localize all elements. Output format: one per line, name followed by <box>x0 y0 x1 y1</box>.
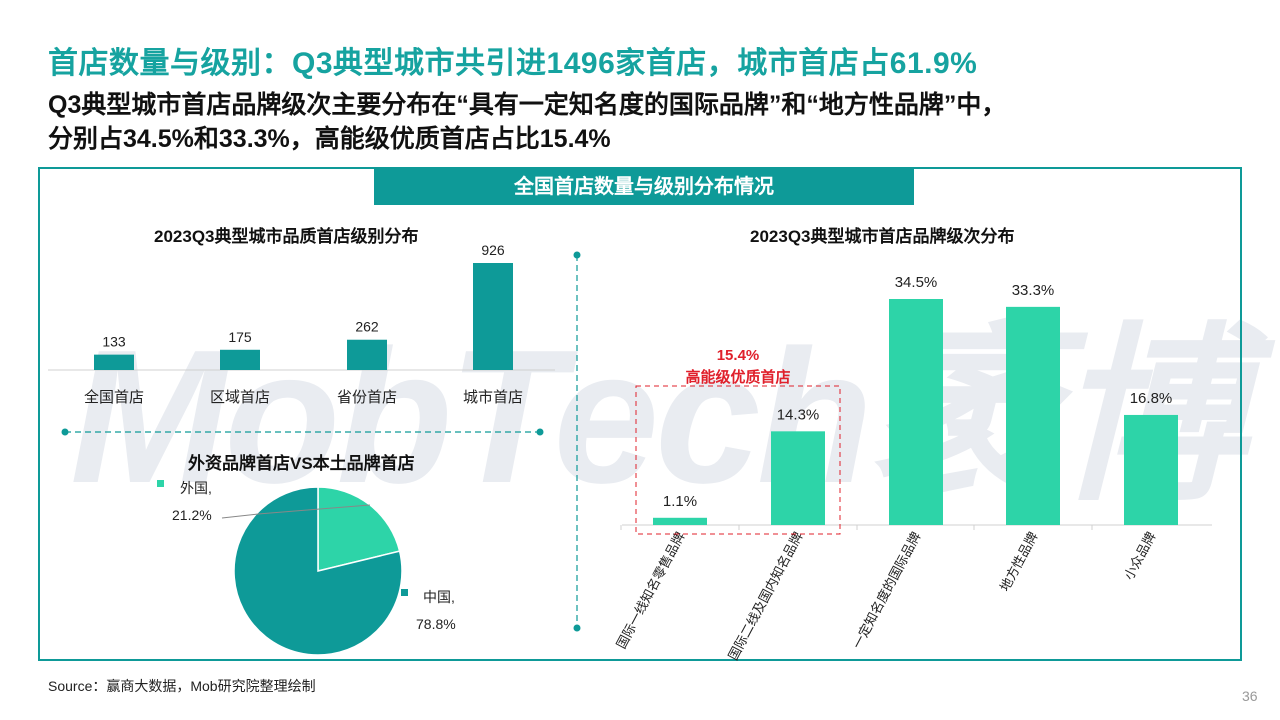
annotation-text: 高能级优质首店 <box>685 368 790 386</box>
annotation-box <box>635 385 841 535</box>
chart3-bar <box>653 517 707 525</box>
chart1-category-label: 城市首店 <box>463 389 523 406</box>
pie-label: 外国, <box>180 480 212 496</box>
subtitle-line-1: Q3典型城市首店品牌级次主要分布在“具有一定知名度的国际品牌”和“地方性品牌”中… <box>48 91 1007 119</box>
pie-leader-line <box>221 504 370 519</box>
chart3-data-label: 33.3% <box>1012 282 1055 299</box>
chart1-bar <box>473 263 513 370</box>
chart3-data-label: 14.3% <box>777 406 820 423</box>
subtitle-line-2: 分别占34.5%和33.3%，高能级优质首店占比15.4% <box>48 125 611 153</box>
pie-legend-swatch <box>401 589 408 596</box>
chart3-bar <box>1006 306 1060 525</box>
pie-slice <box>233 486 403 656</box>
pie-value-label: 21.2% <box>172 507 212 523</box>
chart3-title: 2023Q3典型城市首店品牌级次分布 <box>750 227 1015 246</box>
chart3-bar <box>889 299 943 525</box>
chart1-data-label: 133 <box>102 334 126 350</box>
chart1-bar <box>94 354 134 370</box>
separator-dot-top <box>573 251 581 259</box>
panel-title: 全国首店数量与级别分布情况 <box>374 169 914 205</box>
chart1-category-label: 全国首店 <box>84 388 144 406</box>
chart2-title: 外资品牌首店VS本土品牌首店 <box>188 454 415 473</box>
annotation-value: 15.4% <box>717 347 760 364</box>
chart-panel <box>38 167 1242 661</box>
chart1-data-label: 262 <box>355 319 379 335</box>
chart1-bar <box>347 339 387 370</box>
chart3-category-label: 小众品牌 <box>1121 529 1159 582</box>
chart1-category-label: 区域首店 <box>210 389 270 406</box>
chart3-bar <box>771 431 825 525</box>
pie-label: 中国, <box>423 589 455 605</box>
chart1-data-label: 926 <box>481 242 505 258</box>
chart1-data-label: 175 <box>228 329 252 345</box>
separator-dot-bottom <box>573 624 581 632</box>
separator-dot-left <box>61 428 69 436</box>
chart3-category-label: 一定知名度的国际品牌 <box>849 529 923 651</box>
chart3-data-label: 34.5% <box>895 274 938 291</box>
page-title: 首店数量与级别：Q3典型城市共引进1496家首店，城市首店占61.9% <box>48 47 978 80</box>
chart3-data-label: 1.1% <box>663 493 697 510</box>
page-subtitle: Q3典型城市首店品牌级次主要分布在“具有一定知名度的国际品牌”和“地方性品牌”中… <box>48 88 1006 156</box>
page-number: 36 <box>1242 688 1258 704</box>
pie-legend-swatch <box>157 480 164 487</box>
chart1-title: 2023Q3典型城市品质首店级别分布 <box>154 227 419 246</box>
chart3-data-label: 16.8% <box>1130 390 1173 407</box>
pie-value-label: 78.8% <box>416 616 456 632</box>
separator-dot-right <box>536 428 544 436</box>
chart3-category-label: 国际二线及国内知名品牌 <box>725 529 805 662</box>
chart3-category-label: 地方性品牌 <box>997 529 1041 593</box>
chart1-bar <box>220 349 260 370</box>
source-note: Source：赢商大数据，Mob研究院整理绘制 <box>48 678 316 694</box>
chart3-category-label: 国际一线知名零售品牌 <box>613 529 687 651</box>
chart3-bar <box>1124 414 1178 525</box>
chart1-category-label: 省份首店 <box>337 389 397 406</box>
